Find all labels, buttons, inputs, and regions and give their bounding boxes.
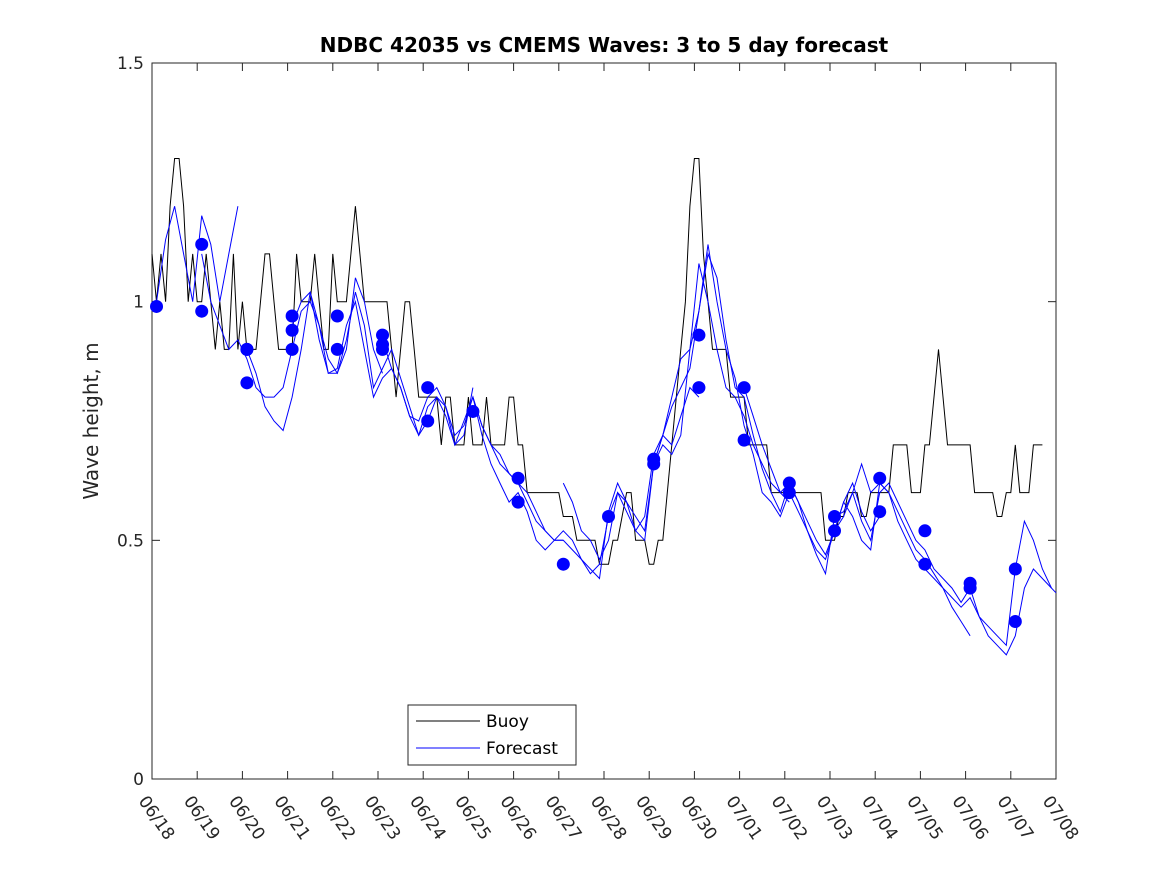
forecast-line	[156, 206, 239, 302]
forecast-point	[240, 342, 254, 356]
legend: Buoy Forecast	[407, 704, 577, 766]
forecast-line	[562, 244, 881, 561]
y-tick-label: 0	[133, 770, 144, 790]
forecast-point	[782, 486, 796, 500]
forecast-line	[246, 291, 474, 446]
forecast-point	[285, 342, 299, 356]
forecast-point	[918, 557, 932, 571]
forecast-point	[285, 309, 299, 323]
forecast-point	[963, 581, 977, 595]
forecast-point	[873, 471, 887, 485]
forecast-point	[1008, 562, 1022, 576]
forecast-point	[873, 505, 887, 519]
forecast-point	[647, 457, 661, 471]
forecast-point	[1008, 614, 1022, 628]
forecast-point	[240, 376, 254, 390]
y-tick-label: 1.5	[117, 54, 144, 74]
forecast-line	[743, 387, 1052, 656]
forecast-point	[195, 237, 209, 251]
legend-label-buoy: Buoy	[486, 712, 529, 732]
chart-title: NDBC 42035 vs CMEMS Waves: 3 to 5 day fo…	[320, 33, 889, 57]
forecast-point	[376, 328, 390, 342]
forecast-point	[918, 524, 932, 538]
y-tick-label: 1	[133, 293, 144, 313]
forecast-point	[511, 471, 525, 485]
forecast-point	[195, 304, 209, 318]
forecast-line	[653, 251, 971, 637]
forecast-point	[330, 309, 344, 323]
forecast-point	[421, 381, 435, 395]
forecast-line	[382, 339, 700, 575]
buoy-line	[151, 158, 1043, 565]
forecast-point	[782, 476, 796, 490]
y-axis-label: Wave height, m	[79, 342, 103, 499]
forecast-line	[834, 482, 1057, 647]
forecast-point	[150, 299, 164, 313]
forecast-point	[692, 328, 706, 342]
forecast-point	[285, 323, 299, 337]
forecast-point	[556, 557, 570, 571]
forecast-point	[828, 509, 842, 523]
forecast-point	[511, 495, 525, 509]
forecast-point	[737, 381, 751, 395]
forecast-line	[472, 263, 790, 580]
legend-label-forecast: Forecast	[486, 739, 558, 759]
legend-box	[407, 704, 577, 766]
forecast-point	[602, 509, 616, 523]
forecast-point	[737, 433, 751, 447]
forecast-point	[376, 342, 390, 356]
forecast-point	[828, 524, 842, 538]
forecast-point	[330, 342, 344, 356]
forecast-point	[466, 404, 480, 418]
y-tick-label: 0.5	[117, 531, 144, 551]
forecast-point	[692, 381, 706, 395]
forecast-point	[421, 414, 435, 428]
